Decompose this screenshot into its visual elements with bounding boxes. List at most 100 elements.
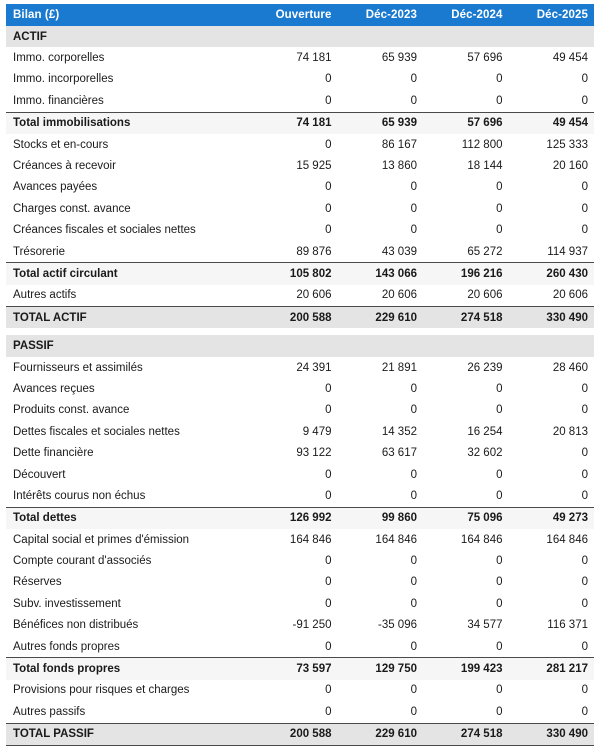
table-grandtotal-row: TOTAL ACTIF 200 588 229 610 274 518 330 490	[6, 306, 594, 329]
row-label: Intérêts courus non échus	[6, 485, 252, 508]
row-value-col-3: 0	[423, 198, 509, 220]
row-value-col-1: 0	[252, 68, 338, 91]
row-value-col-1: 0	[252, 550, 338, 572]
row-value-col-4: 0	[508, 176, 594, 199]
row-label: Produits const. avance	[6, 399, 252, 422]
table-subtotal-row: Total actif circulant 105 802 143 066 196 2…	[6, 262, 594, 285]
row-value-col-3: 0	[423, 571, 509, 594]
row-value-col-1: 9 479	[252, 421, 338, 443]
table-row: Autres fonds propres 0 0 0 0	[6, 635, 594, 658]
row-label: TOTAL ACTIF	[6, 306, 252, 329]
column-header-dec-2025[interactable]: Déc-2025	[508, 4, 594, 26]
row-label: Immo. corporelles	[6, 47, 252, 69]
row-value-col-4: 20 160	[508, 155, 594, 177]
table-row: Immo. financières 0 0 0 0	[6, 90, 594, 113]
row-value-col-3: 274 518	[423, 722, 509, 746]
table-subtotal-row: Total fonds propres 73 597 129 750 199 423 2…	[6, 657, 594, 680]
table-row: Réserves 0 0 0 0	[6, 571, 594, 594]
row-value-col-4: 0	[508, 198, 594, 220]
row-value-col-2: 164 846	[337, 528, 423, 551]
row-value-col-4: 114 937	[508, 240, 594, 263]
row-value-col-2: 143 066	[337, 262, 423, 285]
row-value-col-2	[337, 335, 423, 357]
row-value-col-1: 93 122	[252, 442, 338, 464]
table-grandtotal-row: TOTAL PASSIF 200 588 229 610 274 518 330 490	[6, 722, 594, 746]
table-row: Créances à recevoir 15 925 13 860 18 144 20 …	[6, 155, 594, 177]
row-label: Autres passifs	[6, 701, 252, 723]
row-value-col-2: 0	[337, 550, 423, 572]
row-value-col-4: 0	[508, 68, 594, 91]
table-section-header-row: PASSIF	[6, 335, 594, 357]
row-value-col-2: 0	[337, 593, 423, 615]
row-value-col-2	[337, 26, 423, 48]
row-label: Total immobilisations	[6, 111, 252, 134]
row-value-col-3: 75 096	[423, 506, 509, 529]
row-value-col-2: 65 939	[337, 111, 423, 134]
column-header-label[interactable]: Bilan (£)	[6, 4, 252, 26]
spacer-cell	[6, 328, 594, 336]
row-label: Immo. incorporelles	[6, 68, 252, 91]
row-value-col-4	[508, 335, 594, 357]
table-row: Immo. corporelles 74 181 65 939 57 696 49 45…	[6, 47, 594, 69]
row-value-col-3: 274 518	[423, 306, 509, 329]
row-value-col-3: 199 423	[423, 657, 509, 680]
row-value-col-4: 49 273	[508, 506, 594, 529]
row-value-col-4: 0	[508, 378, 594, 400]
column-header-dec-2024[interactable]: Déc-2024	[423, 4, 509, 26]
row-value-col-3: 0	[423, 701, 509, 723]
row-value-col-1: 74 181	[252, 111, 338, 134]
row-value-col-4: 116 371	[508, 614, 594, 636]
table-row: Subv. investissement 0 0 0 0	[6, 593, 594, 615]
row-value-col-2: 21 891	[337, 356, 423, 379]
table-subtotal-row: Total dettes 126 992 99 860 75 096 49 273	[6, 506, 594, 529]
table-subtotal-row: Total immobilisations 74 181 65 939 57 696 4…	[6, 111, 594, 134]
row-value-col-2: 43 039	[337, 240, 423, 263]
row-value-col-2: 0	[337, 378, 423, 400]
row-value-col-1: -91 250	[252, 614, 338, 636]
row-value-col-1: 15 925	[252, 155, 338, 177]
row-value-col-3: 112 800	[423, 133, 509, 156]
row-value-col-3: 18 144	[423, 155, 509, 177]
column-header-ouverture[interactable]: Ouverture	[252, 4, 338, 26]
table-row: Autres actifs 20 606 20 606 20 606 20 606	[6, 284, 594, 307]
table-header-row: Bilan (£) Ouverture Déc-2023 Déc-2024 Dé…	[6, 4, 594, 26]
row-label: Compte courant d'associés	[6, 550, 252, 572]
row-value-col-2: 0	[337, 571, 423, 594]
row-label: Dette financière	[6, 442, 252, 464]
row-label: Charges const. avance	[6, 198, 252, 220]
row-value-col-2: 0	[337, 463, 423, 486]
table-row: Découvert 0 0 0 0	[6, 463, 594, 486]
row-value-col-2: 0	[337, 635, 423, 658]
row-value-col-3: 65 272	[423, 240, 509, 263]
row-label: Autres fonds propres	[6, 635, 252, 658]
row-label: Créances à recevoir	[6, 155, 252, 177]
column-header-dec-2023[interactable]: Déc-2023	[337, 4, 423, 26]
row-value-col-3: 0	[423, 90, 509, 113]
row-label: Immo. financières	[6, 90, 252, 113]
table-row: Provisions pour risques et charges 0 0 0 0	[6, 679, 594, 702]
row-label: Réserves	[6, 571, 252, 594]
row-value-col-2: 0	[337, 176, 423, 199]
row-value-col-2: 65 939	[337, 47, 423, 69]
row-label: Subv. investissement	[6, 593, 252, 615]
row-value-col-4: 0	[508, 701, 594, 723]
row-value-col-4: 0	[508, 442, 594, 464]
row-value-col-4: 0	[508, 593, 594, 615]
table-row: Trésorerie 89 876 43 039 65 272 114 937	[6, 240, 594, 263]
row-value-col-3: 57 696	[423, 111, 509, 134]
row-value-col-1: 0	[252, 90, 338, 113]
row-value-col-3: 0	[423, 593, 509, 615]
row-value-col-4	[508, 26, 594, 48]
row-value-col-4: 49 454	[508, 111, 594, 134]
row-value-col-3: 20 606	[423, 284, 509, 307]
row-value-col-3: 196 216	[423, 262, 509, 285]
row-value-col-1: 200 588	[252, 306, 338, 329]
row-value-col-1: 89 876	[252, 240, 338, 263]
row-value-col-3: 0	[423, 68, 509, 91]
row-value-col-4: 330 490	[508, 306, 594, 329]
row-value-col-1: 0	[252, 593, 338, 615]
row-value-col-3: 0	[423, 219, 509, 241]
row-label: Capital social et primes d'émission	[6, 528, 252, 551]
row-value-col-4: 281 217	[508, 657, 594, 680]
table-row: Charges const. avance 0 0 0 0	[6, 198, 594, 220]
